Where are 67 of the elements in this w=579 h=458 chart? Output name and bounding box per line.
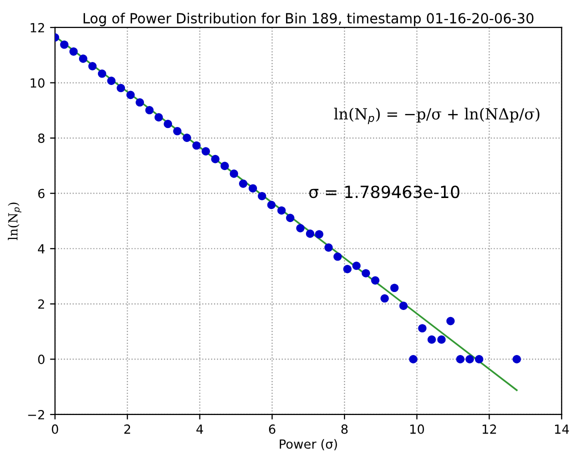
x-tick-label: 14 xyxy=(555,424,569,434)
point xyxy=(239,180,248,188)
point xyxy=(437,335,446,344)
point xyxy=(192,141,201,150)
point xyxy=(258,192,266,200)
point xyxy=(126,90,135,100)
point xyxy=(277,206,286,215)
point xyxy=(380,294,389,303)
x-tick-label: 0 xyxy=(52,424,58,434)
annotation: ln(N$_{p}$) = −p/σ + ln(NΔp/σ) xyxy=(334,108,540,124)
x-tick-label: 6 xyxy=(269,424,276,434)
x-tick-label: 4 xyxy=(196,424,204,434)
point xyxy=(136,98,144,107)
y-tick-label: 4 xyxy=(38,244,45,254)
point xyxy=(182,134,192,142)
annotation: σ = 1.789463e-10 xyxy=(309,186,460,198)
point xyxy=(333,252,342,261)
point xyxy=(456,355,464,364)
point xyxy=(202,147,210,156)
point xyxy=(107,76,116,85)
y-tick-label: 6 xyxy=(38,188,44,198)
point xyxy=(154,113,163,122)
point xyxy=(315,230,324,238)
y-axis-title: ln(N$_{p}$) xyxy=(8,202,22,240)
chart-title: Log of Power Distribution for Bin 189, timestamp 01-16-20-06-30 xyxy=(84,12,534,26)
point xyxy=(324,243,333,252)
point xyxy=(390,284,399,292)
point xyxy=(230,170,238,178)
point xyxy=(343,264,352,274)
point xyxy=(306,230,314,238)
x-axis-title: Power (σ) xyxy=(280,439,337,450)
point xyxy=(286,214,294,222)
point xyxy=(78,54,88,63)
point xyxy=(145,106,154,114)
y-tick-label: −2 xyxy=(28,410,44,420)
point xyxy=(69,47,78,56)
point xyxy=(474,355,484,364)
point xyxy=(371,276,380,285)
x-tick-label: 12 xyxy=(482,424,496,434)
point xyxy=(512,355,521,364)
y-tick-label: 0 xyxy=(38,354,44,364)
point xyxy=(466,355,474,364)
point xyxy=(296,224,305,232)
y-tick-label: 2 xyxy=(38,299,44,309)
point xyxy=(267,200,276,210)
y-tick-label: 8 xyxy=(38,134,44,143)
point xyxy=(164,120,172,128)
y-tick-label: 12 xyxy=(30,22,44,32)
point xyxy=(173,126,182,136)
x-tick-label: 8 xyxy=(341,424,348,434)
y-tick-label: 10 xyxy=(30,78,44,88)
point xyxy=(446,316,455,326)
point xyxy=(248,184,258,193)
point xyxy=(211,154,220,164)
point xyxy=(220,162,229,170)
x-tick-label: 10 xyxy=(410,424,424,434)
point xyxy=(98,69,106,78)
point xyxy=(409,355,418,364)
x-tick-label: 2 xyxy=(124,424,130,434)
point xyxy=(362,269,370,278)
point xyxy=(352,262,361,270)
point xyxy=(399,302,408,310)
point xyxy=(428,335,436,344)
point xyxy=(116,84,126,92)
point xyxy=(60,40,68,49)
point xyxy=(88,62,97,70)
point xyxy=(418,324,426,332)
